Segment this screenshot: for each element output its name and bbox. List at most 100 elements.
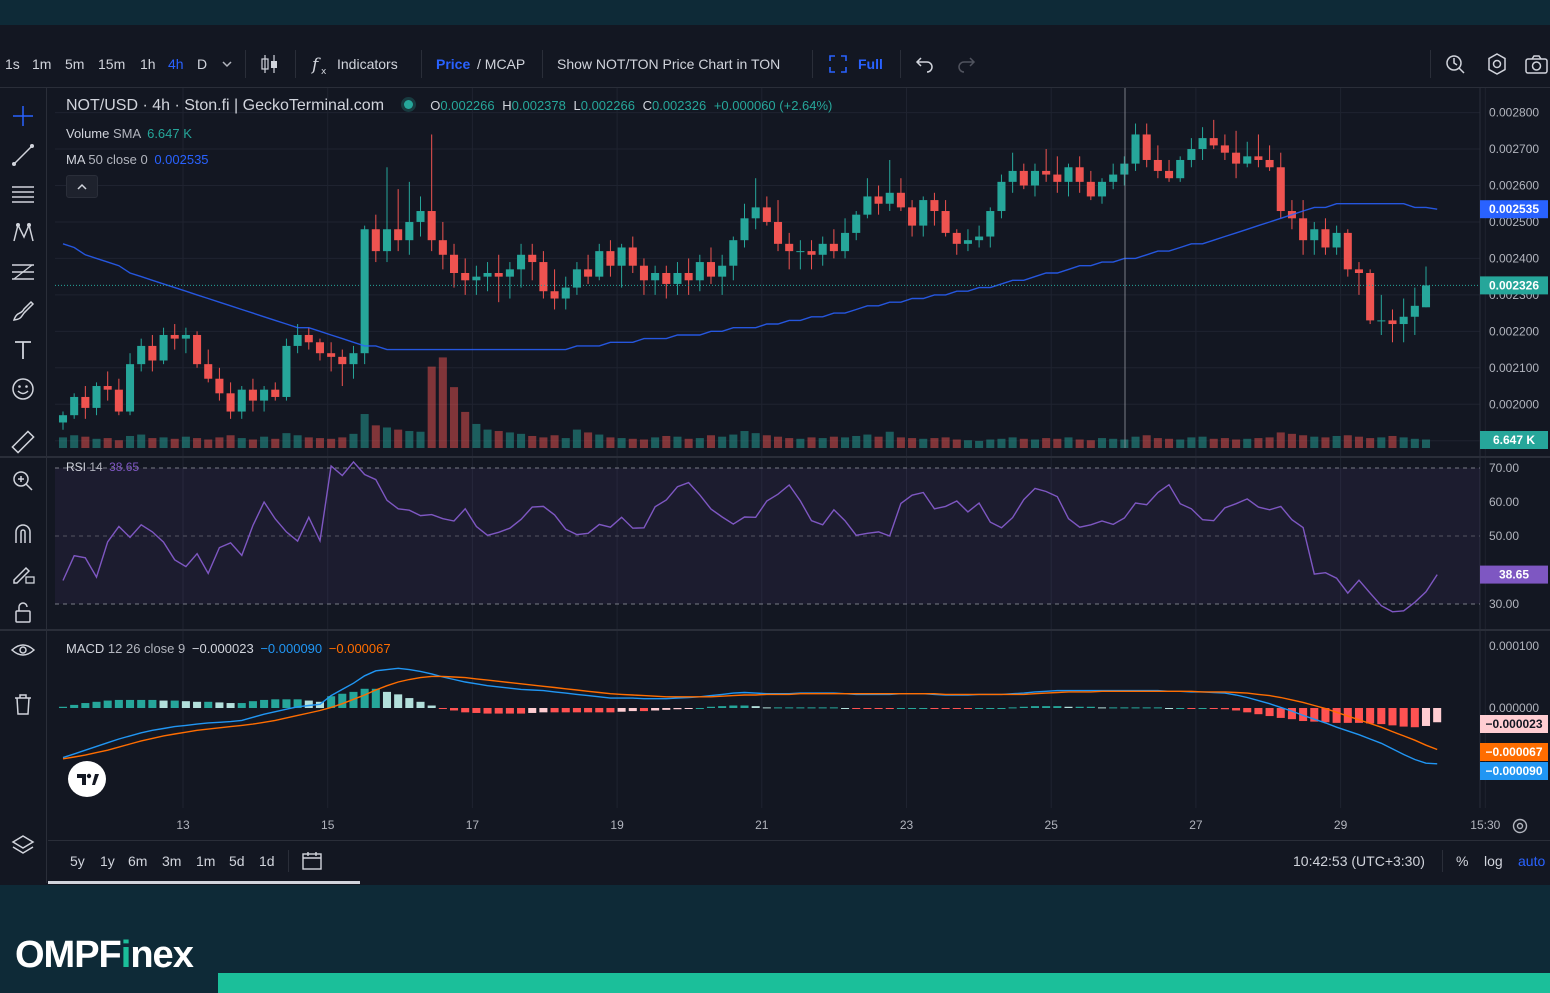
zoom-in-icon[interactable] (9, 467, 37, 495)
crosshair-icon[interactable] (9, 102, 37, 130)
volume-bar (1377, 437, 1386, 448)
macd-histogram-bar (494, 708, 503, 714)
macd-histogram-bar (1276, 708, 1285, 718)
volume-bar (103, 438, 112, 448)
auto-toggle[interactable]: auto (1518, 853, 1546, 869)
time-settings-gear-icon[interactable] (1511, 817, 1529, 835)
horizontal-lines-icon[interactable] (9, 180, 37, 208)
macd-histogram (58, 688, 1442, 728)
range-1y[interactable]: 1y (100, 853, 115, 869)
time-scrollbar[interactable] (48, 881, 360, 884)
undo-icon[interactable] (915, 55, 935, 73)
candle-body (293, 334, 302, 346)
chevron-down-icon[interactable] (221, 59, 233, 69)
candle-body (103, 386, 112, 390)
volume-bar (796, 438, 805, 448)
macd-histogram-bar (371, 688, 380, 708)
candle-body (807, 251, 816, 255)
mcap-toggle[interactable]: / MCAP (477, 56, 526, 72)
lock-pencil-icon[interactable] (9, 559, 37, 587)
candle-body (706, 262, 716, 277)
trend-line-icon[interactable] (9, 141, 37, 169)
interval-1s[interactable]: 1s (5, 56, 20, 72)
rsi-legend[interactable]: RSI 14 38.65 (66, 460, 139, 474)
collapse-legend-button[interactable] (66, 175, 98, 198)
range-1d[interactable]: 1d (259, 853, 275, 869)
layers-icon[interactable] (9, 831, 37, 859)
candlestick-icon[interactable] (258, 52, 280, 76)
interval-1m[interactable]: 1m (32, 56, 52, 72)
log-toggle[interactable]: log (1484, 853, 1503, 869)
macd-line-tag-bg (1480, 762, 1548, 780)
trash-icon[interactable] (9, 690, 37, 718)
symbol-title[interactable]: NOT/USD · 4h · Ston.fi | GeckoTerminal.c… (66, 97, 385, 114)
volume-bar (1209, 438, 1218, 448)
calendar-goto-icon[interactable] (301, 850, 323, 872)
full-button[interactable]: Full (858, 56, 883, 72)
settings-gear-icon[interactable] (1485, 52, 1509, 76)
fib-retracement-icon[interactable] (9, 258, 37, 286)
macd-histogram-bar (81, 703, 90, 708)
volume-bar (248, 439, 257, 448)
interval-4h[interactable]: 4h (168, 56, 184, 72)
volume-legend[interactable]: Volume SMA 6.647 K (66, 126, 192, 141)
range-5d[interactable]: 5d (229, 853, 245, 869)
macd-histogram-bar (1433, 708, 1442, 723)
macd-histogram-bar (762, 707, 771, 709)
toolbar-divider (295, 50, 296, 78)
macd-histogram-bar (874, 708, 883, 709)
interval-5m[interactable]: 5m (65, 56, 85, 72)
interval-15m[interactable]: 15m (98, 56, 126, 72)
brush-icon[interactable] (9, 297, 37, 325)
candle-body (505, 269, 514, 277)
eye-icon[interactable] (9, 637, 37, 665)
macd-histogram-bar (103, 700, 112, 708)
indicators-button[interactable]: Indicators (337, 56, 398, 72)
percent-toggle[interactable]: % (1456, 853, 1469, 869)
candle-body (1209, 138, 1218, 146)
candle-body (1176, 159, 1185, 179)
volume-value-tag: 6.647 K (1493, 433, 1535, 447)
interval-1h[interactable]: 1h (140, 56, 156, 72)
price-toggle[interactable]: Price (436, 56, 471, 72)
range-1m[interactable]: 1m (196, 853, 216, 869)
macd-histogram-bar (1120, 707, 1129, 709)
tradingview-logo[interactable] (68, 761, 106, 797)
volume-bar (1187, 437, 1196, 448)
macd-histogram-bar (1421, 708, 1431, 726)
fullscreen-icon[interactable] (828, 54, 848, 74)
text-tool-icon[interactable] (9, 336, 37, 364)
redo-icon[interactable] (956, 55, 976, 73)
candle-body (1064, 167, 1073, 182)
range-5y[interactable]: 5y (70, 853, 85, 869)
candle-body (651, 273, 660, 281)
volume-bar (595, 434, 604, 448)
volume-bar (483, 429, 492, 448)
pattern-tool-icon[interactable] (9, 219, 37, 247)
ruler-icon[interactable] (9, 428, 37, 456)
brand-accent-bar (218, 973, 1550, 993)
candle-body (204, 364, 213, 379)
range-6m[interactable]: 6m (128, 853, 148, 869)
macd-legend[interactable]: MACD 12 26 close 9 −0.000023 −0.000090 −… (66, 641, 391, 656)
candle-body (1299, 218, 1308, 241)
ma-legend[interactable]: MA 50 close 0 0.002535 (66, 152, 209, 167)
top-band (0, 0, 1550, 25)
interval-1d[interactable]: D (197, 56, 208, 72)
magnet-icon[interactable] (9, 520, 37, 548)
price-tick-label: 0.002200 (1489, 324, 1539, 338)
show-ton-chart-button[interactable]: Show NOT/TON Price Chart in TON (557, 56, 781, 72)
quick-search-icon[interactable] (1443, 52, 1467, 76)
range-3m[interactable]: 3m (162, 853, 182, 869)
price-chart[interactable]: 0.002800 0.002700 0.002600 0.002500 0.002400… (0, 88, 1550, 883)
lock-icon[interactable] (9, 598, 37, 626)
volume-bar (1120, 439, 1129, 448)
camera-icon[interactable] (1524, 52, 1550, 76)
candle-body (1086, 181, 1095, 197)
brand-suffix: nex (130, 934, 193, 976)
clock-display[interactable]: 10:42:53 (UTC+3:30) (1293, 853, 1425, 869)
macd-histogram-bar (338, 693, 347, 708)
volume-bar (1042, 438, 1051, 448)
emoji-icon[interactable] (9, 375, 37, 403)
